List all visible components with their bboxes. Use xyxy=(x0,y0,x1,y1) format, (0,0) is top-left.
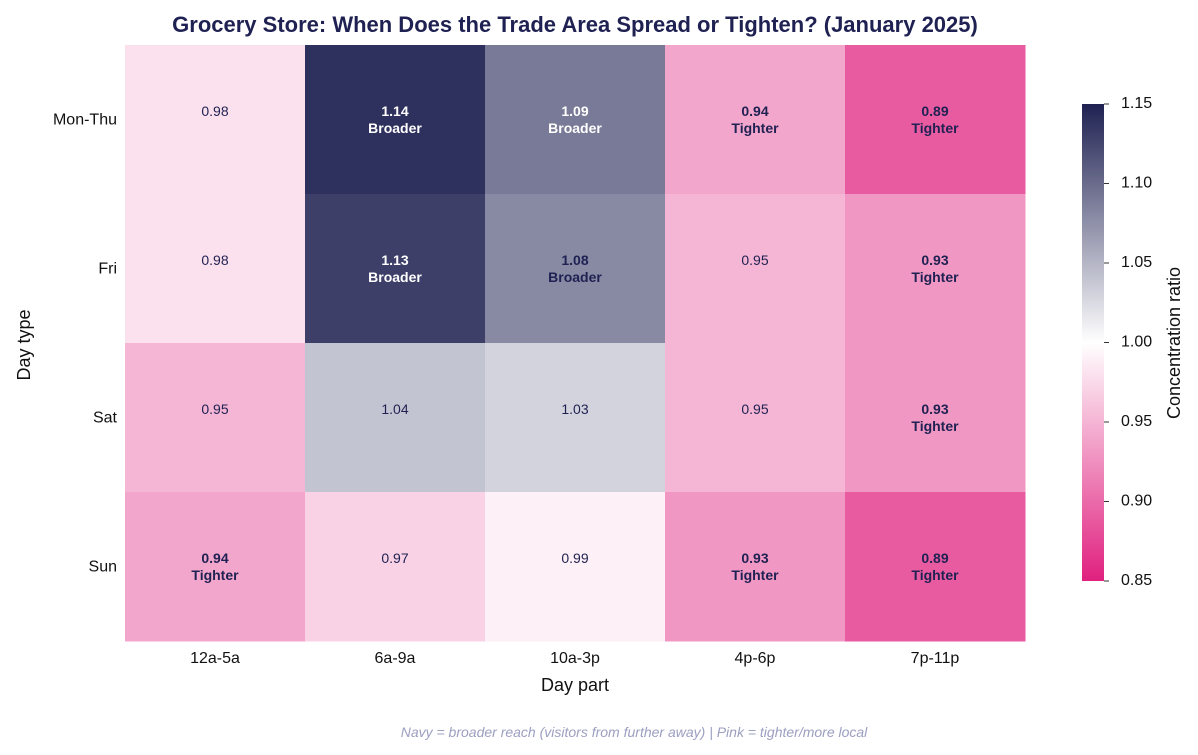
cell-annotation-label: Tighter xyxy=(191,567,239,583)
heatmap-cell xyxy=(305,492,486,642)
colorbar-tick-label: 1.10 xyxy=(1121,175,1152,192)
y-tick-label: Sat xyxy=(93,410,118,427)
cell-value-label: 1.14 xyxy=(381,103,408,119)
colorbar: 0.85 0.90 0.95 1.00 1.05 1.10 1.15 Concentrati… xyxy=(1082,95,1184,589)
heatmap-cell xyxy=(845,194,1026,344)
heatmap-cell xyxy=(485,45,666,195)
cell-annotation-label: Tighter xyxy=(911,567,959,583)
cell-value-label: 0.95 xyxy=(741,401,768,417)
heatmap-cell xyxy=(845,343,1026,493)
heatmap-cell xyxy=(485,492,666,642)
heatmap-cell xyxy=(305,45,486,195)
cell-value-label: 0.95 xyxy=(741,252,768,268)
cell-value-label: 1.03 xyxy=(561,401,588,417)
heatmap-cell xyxy=(485,343,666,493)
cell-annotation-label: Tighter xyxy=(731,567,779,583)
heatmap-cell xyxy=(125,492,306,642)
x-tick-label: 6a-9a xyxy=(375,650,416,667)
cell-value-label: 0.93 xyxy=(921,252,948,268)
cell-value-label: 1.09 xyxy=(561,103,588,119)
cell-value-label: 1.08 xyxy=(561,252,588,268)
heatmap-cell xyxy=(665,45,846,195)
x-tick-label: 10a-3p xyxy=(550,650,600,667)
heatmap-cell xyxy=(305,194,486,344)
x-tick-label: 12a-5a xyxy=(190,650,240,667)
cell-annotation-label: Tighter xyxy=(911,269,959,285)
cell-value-label: 0.95 xyxy=(201,401,228,417)
cell-annotation-label: Broader xyxy=(548,120,602,136)
cell-value-label: 0.94 xyxy=(741,103,768,119)
cell-annotation-label: Broader xyxy=(368,269,422,285)
colorbar-tick-label: 0.90 xyxy=(1121,493,1152,510)
heatmap-cell xyxy=(305,343,486,493)
cell-value-label: 0.89 xyxy=(921,550,948,566)
colorbar-tick-label: 1.00 xyxy=(1121,334,1152,351)
cell-annotation-label: Broader xyxy=(548,269,602,285)
cell-value-label: 0.97 xyxy=(381,550,408,566)
heatmap-cell xyxy=(665,343,846,493)
footnote: Navy = broader reach (visitors from furt… xyxy=(401,724,868,740)
x-tick-label: 7p-11p xyxy=(911,650,960,667)
heatmap-cell xyxy=(485,194,666,344)
cell-value-label: 1.04 xyxy=(381,401,408,417)
heatmap-cell xyxy=(845,492,1026,642)
colorbar-ticks: 0.85 0.90 0.95 1.00 1.05 1.10 1.15 xyxy=(1104,95,1152,589)
heatmap-cell xyxy=(125,194,306,344)
cell-value-label: 0.93 xyxy=(921,401,948,417)
chart-title: Grocery Store: When Does the Trade Area … xyxy=(172,12,978,37)
cell-annotation-label: Tighter xyxy=(911,120,959,136)
heatmap-cell xyxy=(665,194,846,344)
y-tick-label: Fri xyxy=(98,261,117,278)
colorbar-tick-label: 0.85 xyxy=(1121,572,1152,589)
heatmap-cell xyxy=(125,343,306,493)
cell-value-label: 0.94 xyxy=(201,550,228,566)
cell-value-label: 0.89 xyxy=(921,103,948,119)
heatmap-cell xyxy=(665,492,846,642)
cell-annotation-label: Tighter xyxy=(911,418,959,434)
x-axis-label: Day part xyxy=(541,675,609,695)
y-axis-label: Day type xyxy=(14,309,34,380)
y-tick-label: Sun xyxy=(89,559,117,576)
cell-annotation-label: Broader xyxy=(368,120,422,136)
cell-value-label: 0.98 xyxy=(201,103,228,119)
heatmap-cell xyxy=(125,45,306,195)
colorbar-tick-label: 1.15 xyxy=(1121,95,1152,112)
cell-value-label: 1.13 xyxy=(381,252,408,268)
x-tick-label: 4p-6p xyxy=(735,650,776,667)
heatmap-cell xyxy=(845,45,1026,195)
colorbar-tick-label: 1.05 xyxy=(1121,254,1152,271)
colorbar-gradient xyxy=(1082,104,1104,581)
cell-value-label: 0.98 xyxy=(201,252,228,268)
cell-annotation-label: Tighter xyxy=(731,120,779,136)
heatmap-cells: 0.98 1.14Broader1.09Broader0.94Tighter0.8… xyxy=(125,45,1026,642)
x-tick-labels: 12a-5a 6a-9a 10a-3p 4p-6p 7p-11p xyxy=(190,650,959,667)
cell-value-label: 0.99 xyxy=(561,550,588,566)
colorbar-label: Concentration ratio xyxy=(1164,267,1184,419)
cell-value-label: 0.93 xyxy=(741,550,768,566)
y-tick-labels: Mon-Thu Fri Sat Sun xyxy=(53,112,118,576)
y-tick-label: Mon-Thu xyxy=(53,112,117,129)
colorbar-tick-label: 0.95 xyxy=(1121,413,1152,430)
